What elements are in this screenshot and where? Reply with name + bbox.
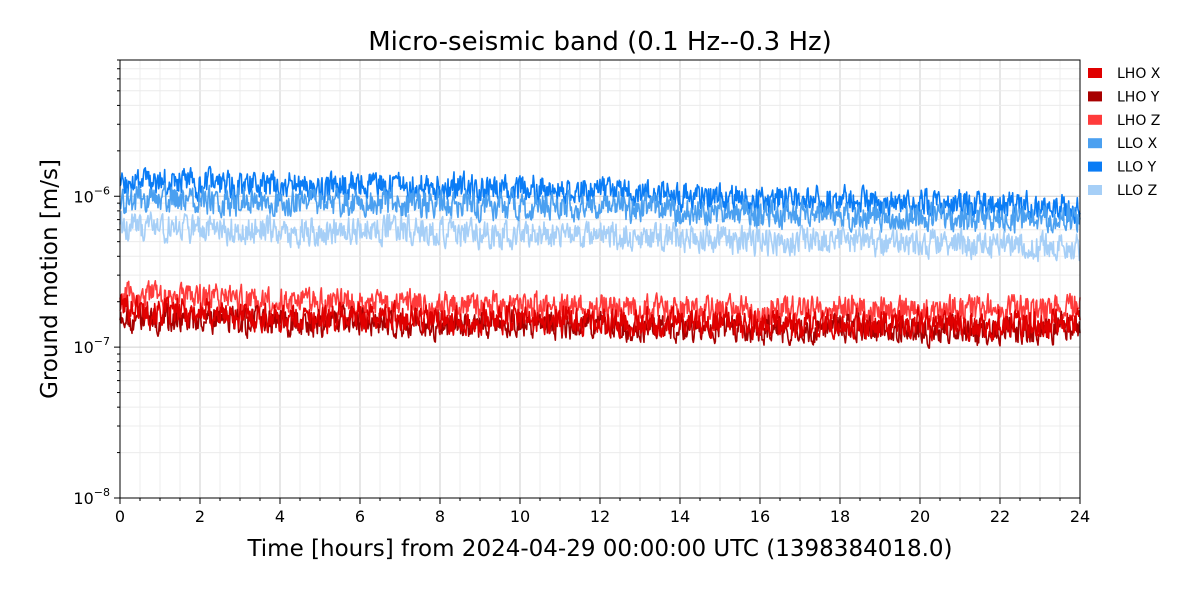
chart-title: Micro-seismic band (0.1 Hz--0.3 Hz) [368, 27, 832, 57]
x-tick-label: 20 [910, 507, 930, 526]
y-tick-label: 10−6 [73, 184, 110, 206]
y-tick-exponent: −7 [94, 335, 110, 348]
x-tick-label: 18 [830, 507, 850, 526]
legend-label: LHO Y [1117, 89, 1160, 105]
legend-swatch [1088, 138, 1102, 149]
x-tick-label: 14 [670, 507, 690, 526]
x-tick-label: 24 [1070, 507, 1090, 526]
legend-swatch [1088, 161, 1102, 172]
legend-label: LLO Y [1117, 160, 1157, 176]
series-line-lho-z [119, 279, 1081, 330]
x-tick-label: 8 [435, 507, 445, 526]
legend-label: LHO X [1117, 66, 1161, 82]
x-tick-label: 4 [275, 507, 285, 526]
series-line-lho-x [119, 293, 1081, 342]
x-tick-label: 10 [510, 507, 530, 526]
y-tick-exponent: −8 [94, 486, 110, 499]
x-tick-label: 2 [195, 507, 205, 526]
legend-label: LLO Z [1117, 183, 1157, 199]
legend-swatch [1088, 114, 1102, 125]
grid [119, 59, 1081, 499]
x-tick-label: 16 [750, 507, 770, 526]
legend-swatch [1088, 68, 1102, 78]
series-line-llo-z [119, 210, 1081, 263]
y-axis-label: Ground motion [m/s] [37, 159, 63, 399]
series-line-llo-x [119, 182, 1081, 234]
y-tick-label: 10−7 [73, 335, 110, 357]
legend-label: LLO X [1117, 136, 1158, 152]
legend-label: LHO Z [1117, 113, 1160, 129]
x-axis-label: Time [hours] from 2024-04-29 00:00:00 UT… [246, 536, 952, 562]
x-tick-label: 0 [115, 507, 125, 526]
x-tick-label: 6 [355, 507, 365, 526]
x-tick-label: 12 [590, 507, 610, 526]
legend: LHO X LHO Y LHO Z LLO X LLO Y LLO Z [1088, 66, 1161, 199]
y-tick-label: 10−8 [73, 486, 110, 508]
legend-swatch [1088, 91, 1102, 102]
series-line-llo-y [119, 165, 1081, 224]
legend-swatch [1088, 185, 1102, 195]
y-tick-exponent: −6 [94, 184, 110, 197]
series-lines [119, 165, 1081, 349]
x-tick-label: 22 [990, 507, 1010, 526]
